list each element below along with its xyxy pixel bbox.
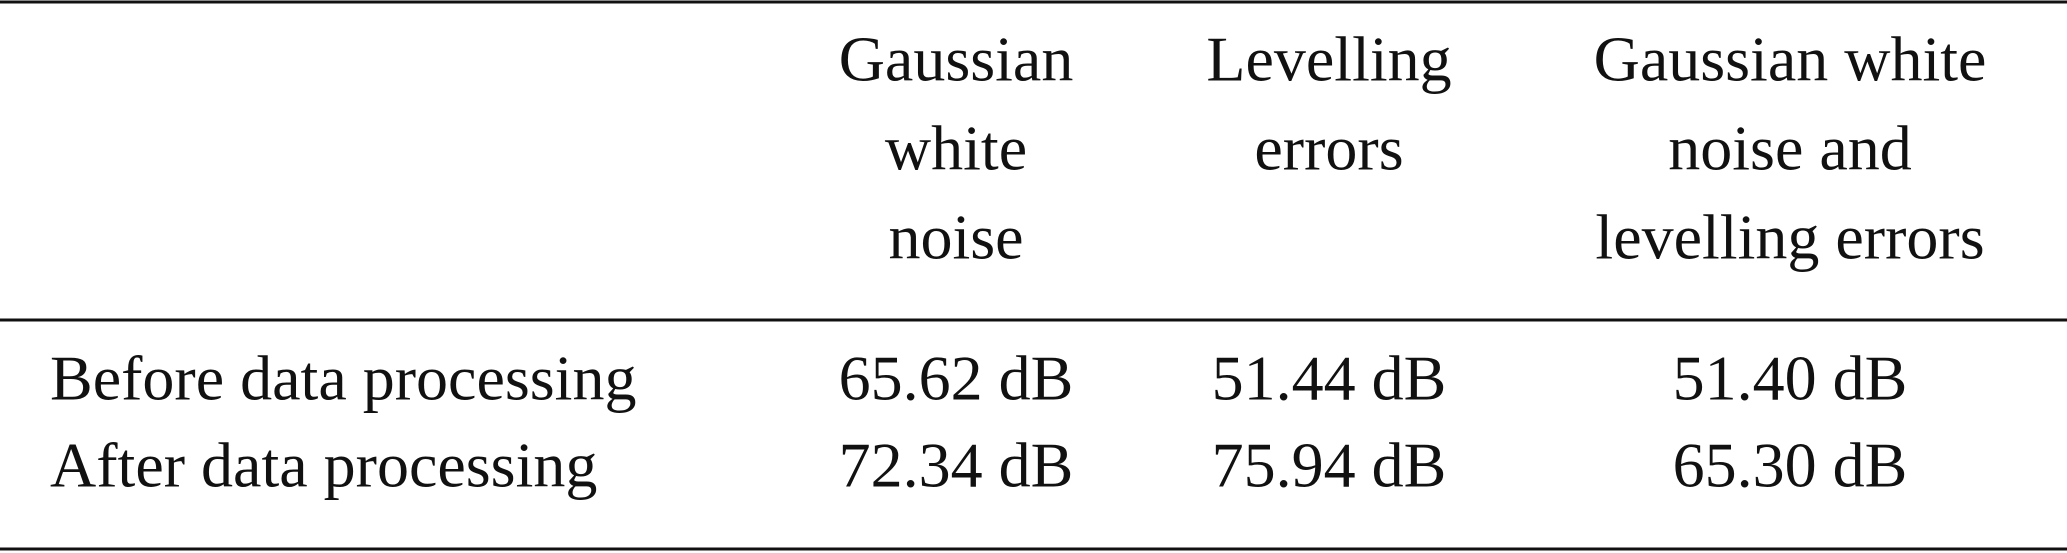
header-cell: white [885, 113, 1027, 184]
header-cell: noise and [1668, 113, 1912, 184]
header-cell: Gaussian white [1594, 24, 1987, 95]
header-cell: Levelling [1206, 24, 1451, 95]
header-cell: noise [888, 202, 1023, 273]
table-cell: 72.34 dB [839, 430, 1074, 501]
table-cell: 65.62 dB [839, 343, 1074, 414]
row-label: After data processing [50, 430, 597, 501]
header-cell: Gaussian [839, 24, 1074, 95]
table-cell: 51.40 dB [1673, 343, 1908, 414]
table-cell: 75.94 dB [1212, 430, 1447, 501]
table-cell: 51.44 dB [1212, 343, 1447, 414]
header-cell: levelling errors [1595, 202, 1984, 273]
row-label: Before data processing [50, 343, 636, 414]
table-cell: 65.30 dB [1673, 430, 1908, 501]
header-cell: errors [1254, 113, 1403, 184]
